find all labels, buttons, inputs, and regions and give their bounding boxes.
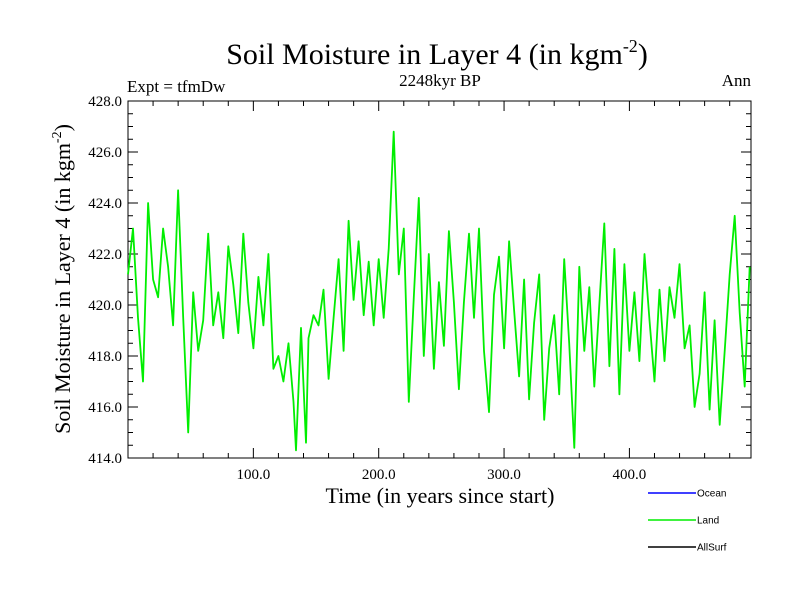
y-tick-label: 418.0 <box>88 349 122 365</box>
x-axis-ticks: 100.0 200.0 300.0 400.0 <box>236 101 646 483</box>
legend: Ocean Land AllSurf <box>648 489 727 554</box>
x-tick-label: 100.0 <box>236 467 270 483</box>
ylabel-close: ) <box>50 124 75 131</box>
x-tick-label: 200.0 <box>362 467 396 483</box>
ylabel-superscript: -2 <box>50 131 65 143</box>
x-tick-label: 300.0 <box>487 467 521 483</box>
y-tick-label: 428.0 <box>88 94 122 110</box>
y-tick-label: 414.0 <box>88 451 122 467</box>
subtitle-right: Ann <box>722 71 752 90</box>
minor-ticks <box>128 101 751 458</box>
x-axis-label: Time (in years since start) <box>326 483 555 508</box>
y-axis-label: Soil Moisture in Layer 4 (in kgm-2) <box>50 124 75 434</box>
legend-label-allsurf: AllSurf <box>697 543 727 554</box>
legend-label-ocean: Ocean <box>697 489 726 500</box>
y-tick-label: 426.0 <box>88 145 122 161</box>
chart-title: Soil Moisture in Layer 4 (in kgm-2) <box>226 36 648 71</box>
y-tick-label: 422.0 <box>88 247 122 263</box>
x-tick-label: 400.0 <box>613 467 647 483</box>
series-line-land <box>127 130 751 452</box>
y-axis-ticks: 414.0 416.0 418.0 420.0 422.0 424.0 426.0 428.0 <box>88 94 751 467</box>
series-group <box>127 130 751 452</box>
y-tick-label: 416.0 <box>88 400 122 416</box>
y-tick-label: 420.0 <box>88 298 122 314</box>
title-close: ) <box>638 38 648 71</box>
y-tick-label: 424.0 <box>88 196 122 212</box>
subtitle-left: Expt = tfmDw <box>127 77 226 96</box>
subtitle-center: 2248kyr BP <box>399 71 481 90</box>
title-superscript: -2 <box>623 36 638 56</box>
plot-frame <box>127 100 752 459</box>
legend-label-land: Land <box>697 516 719 527</box>
